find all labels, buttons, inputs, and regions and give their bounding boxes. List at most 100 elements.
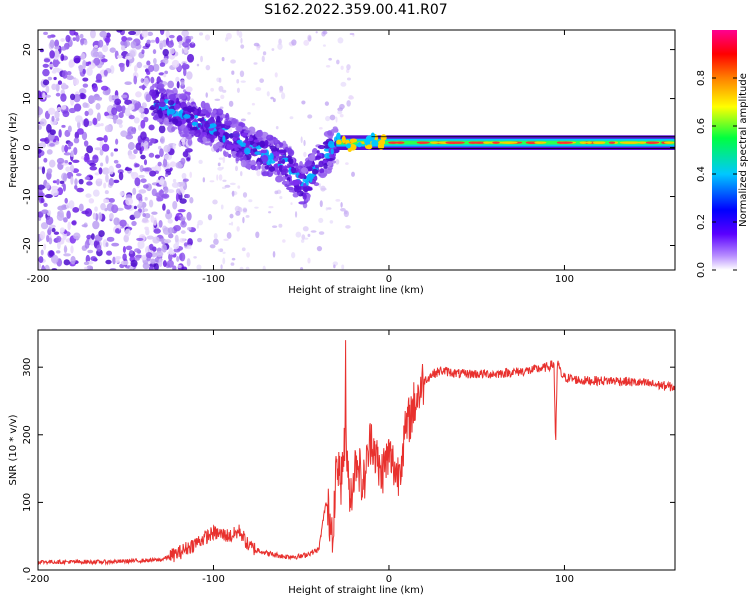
colorbar-label: Normalized spectral amplitude bbox=[738, 73, 749, 227]
spectro-faint-blob bbox=[235, 165, 238, 172]
spectro-blob bbox=[124, 228, 131, 237]
spectrogram-y-ticks: -20 -10 0 10 20 bbox=[22, 43, 675, 254]
spectro-blob bbox=[55, 92, 61, 97]
spectro-blob bbox=[149, 170, 157, 177]
spectro-blob bbox=[103, 134, 108, 143]
ridge-blob bbox=[256, 161, 261, 167]
spectro-blob bbox=[69, 93, 76, 101]
spectro-blob bbox=[98, 39, 104, 48]
carrier-peak bbox=[430, 141, 439, 144]
spectro-blob bbox=[113, 217, 120, 226]
spectro-blob bbox=[61, 124, 66, 128]
spectro-blob bbox=[73, 57, 81, 64]
ridge-blob bbox=[210, 135, 215, 143]
ridge-blob bbox=[288, 158, 294, 165]
spectro-blob bbox=[59, 180, 65, 185]
ridge-blob bbox=[239, 142, 247, 147]
spectro-blob bbox=[92, 189, 100, 197]
ridge-blob bbox=[284, 168, 289, 174]
spectro-blob bbox=[101, 143, 110, 152]
spectro-blob bbox=[54, 45, 60, 50]
spectro-faint-blob bbox=[180, 185, 183, 193]
spectro-blob bbox=[101, 58, 108, 63]
spectro-blob bbox=[124, 99, 133, 105]
spectro-faint-blob bbox=[197, 237, 203, 243]
spectro-faint-blob bbox=[189, 197, 194, 204]
spectro-faint-blob bbox=[240, 44, 245, 49]
spectro-blob bbox=[64, 197, 68, 204]
spectro-blob bbox=[44, 193, 53, 199]
spectro-blob bbox=[80, 52, 86, 60]
spectro-blob bbox=[83, 261, 90, 266]
y-tick-label: -10 bbox=[22, 188, 33, 204]
ridge-blob bbox=[330, 148, 334, 155]
spectro-faint-blob bbox=[179, 214, 182, 217]
spectro-blob bbox=[78, 203, 84, 212]
spectro-blob bbox=[109, 47, 116, 53]
spectro-blob bbox=[75, 115, 83, 123]
ridge-blob bbox=[218, 144, 223, 152]
spectro-faint-blob bbox=[345, 162, 349, 166]
spectro-blob bbox=[106, 250, 113, 256]
spectro-blob bbox=[155, 192, 163, 198]
spectro-blob bbox=[140, 146, 145, 152]
ridge-blob bbox=[320, 172, 328, 177]
carrier-peak bbox=[416, 141, 430, 144]
spectro-faint-blob bbox=[278, 223, 283, 228]
spectro-blob bbox=[105, 173, 109, 183]
spectro-blob bbox=[60, 93, 67, 102]
ridge-blob bbox=[309, 177, 313, 183]
spectro-blob bbox=[156, 196, 162, 202]
spectro-blob bbox=[163, 186, 169, 194]
spectro-blob bbox=[114, 98, 122, 106]
ridge-blob bbox=[319, 168, 325, 174]
spectro-blob bbox=[166, 259, 174, 268]
ridge-blob bbox=[201, 116, 205, 121]
spectro-faint-blob bbox=[231, 221, 234, 226]
spectro-blob bbox=[182, 151, 189, 158]
spectro-blob bbox=[74, 184, 78, 190]
spectro-faint-blob bbox=[216, 174, 219, 181]
spectro-faint-blob bbox=[221, 186, 227, 190]
spectro-blob bbox=[43, 157, 48, 163]
spectro-blob bbox=[43, 31, 48, 36]
spectro-faint-blob bbox=[310, 230, 317, 233]
spectro-blob bbox=[51, 83, 57, 90]
spectro-blob bbox=[134, 248, 141, 253]
spectro-faint-blob bbox=[236, 30, 240, 36]
spectro-blob bbox=[53, 76, 57, 81]
ridge-blob bbox=[150, 76, 155, 84]
ridge-blob bbox=[233, 143, 238, 149]
spectro-blob bbox=[81, 210, 90, 215]
ridge-blob bbox=[220, 124, 225, 128]
spectro-blob bbox=[109, 267, 117, 270]
spectro-faint-blob bbox=[230, 59, 236, 64]
spectro-faint-blob bbox=[184, 48, 189, 54]
spectro-blob bbox=[60, 46, 67, 51]
spectro-blob bbox=[131, 220, 137, 226]
spectro-faint-blob bbox=[300, 267, 304, 270]
spectro-faint-blob bbox=[255, 87, 262, 92]
spectro-blob bbox=[63, 259, 70, 266]
spectro-blob bbox=[118, 123, 123, 129]
ridge-blob bbox=[275, 152, 280, 159]
ridge-blob bbox=[158, 107, 162, 114]
ridge-blob bbox=[268, 166, 275, 172]
spectro-faint-blob bbox=[218, 85, 224, 92]
spectro-blob bbox=[55, 83, 60, 92]
spectro-blob bbox=[130, 259, 138, 268]
ridge-blob bbox=[326, 161, 332, 167]
spectro-blob bbox=[79, 88, 87, 95]
spectro-faint-blob bbox=[303, 139, 306, 147]
spectro-faint-blob bbox=[218, 174, 223, 181]
spectro-blob bbox=[146, 235, 154, 240]
spectro-blob bbox=[73, 78, 80, 86]
spectro-blob bbox=[74, 178, 78, 186]
spectro-blob bbox=[39, 142, 46, 149]
spectro-blob bbox=[45, 94, 51, 98]
spectro-blob bbox=[58, 210, 64, 218]
spectro-blob bbox=[133, 65, 138, 73]
spectro-blob bbox=[118, 171, 124, 181]
spectro-blob bbox=[38, 184, 45, 190]
